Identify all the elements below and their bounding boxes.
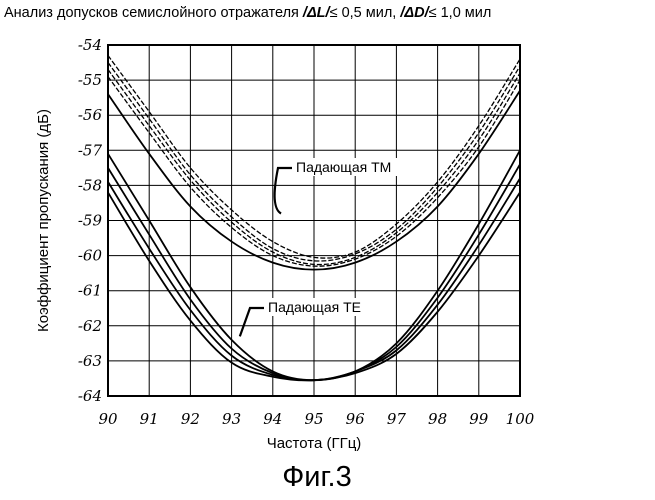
- x-tick-label: 95: [304, 410, 323, 428]
- x-axis-label: Частота (ГГц): [267, 435, 362, 452]
- annotation-leader: [275, 168, 292, 213]
- x-tick-labels: 90 91 92 93 94 95 96 97 98 99 100: [98, 410, 534, 428]
- x-tick-label: 97: [387, 410, 407, 428]
- annotation-label-te: Падающая ТЕ: [268, 299, 361, 315]
- annotation-label-tm: Падающая ТМ: [296, 159, 391, 175]
- y-tick-label: -61: [78, 282, 102, 300]
- x-tick-label: 96: [346, 410, 366, 428]
- y-tick-labels: -54 -55 -56 -57 -58 -59 -60 -61 -62 -63 -64: [78, 36, 103, 405]
- y-tick-label: -63: [78, 352, 102, 370]
- x-tick-label: 90: [98, 410, 118, 428]
- x-tick-label: 91: [140, 410, 159, 428]
- y-tick-label: -58: [78, 176, 102, 194]
- x-tick-label: 100: [506, 410, 535, 428]
- y-tick-label: -64: [78, 387, 102, 405]
- y-tick-label: -57: [78, 141, 103, 159]
- y-tick-label: -62: [78, 317, 102, 335]
- annotation-leader: [240, 308, 264, 336]
- annotations: Падающая ТМ Падающая ТЕ: [240, 158, 400, 336]
- y-axis-label: Коэффициент пропускания (дБ): [35, 109, 52, 332]
- x-tick-label: 92: [181, 410, 200, 428]
- chart: 90919293949596979899100 -54-55-56-57-58-…: [0, 0, 655, 500]
- figure-caption: Фиг.3: [0, 461, 634, 494]
- x-tick-label: 94: [263, 410, 282, 428]
- y-tick-label: -55: [78, 71, 102, 89]
- y-tick-label: -56: [78, 106, 103, 124]
- x-tick-label: 93: [222, 410, 241, 428]
- x-tick-label: 98: [428, 410, 447, 428]
- y-tick-label: -60: [78, 247, 103, 265]
- y-tick-label: -59: [78, 212, 103, 230]
- grid: [108, 45, 520, 396]
- y-tick-label: -54: [78, 36, 102, 54]
- x-tick-label: 99: [469, 410, 489, 428]
